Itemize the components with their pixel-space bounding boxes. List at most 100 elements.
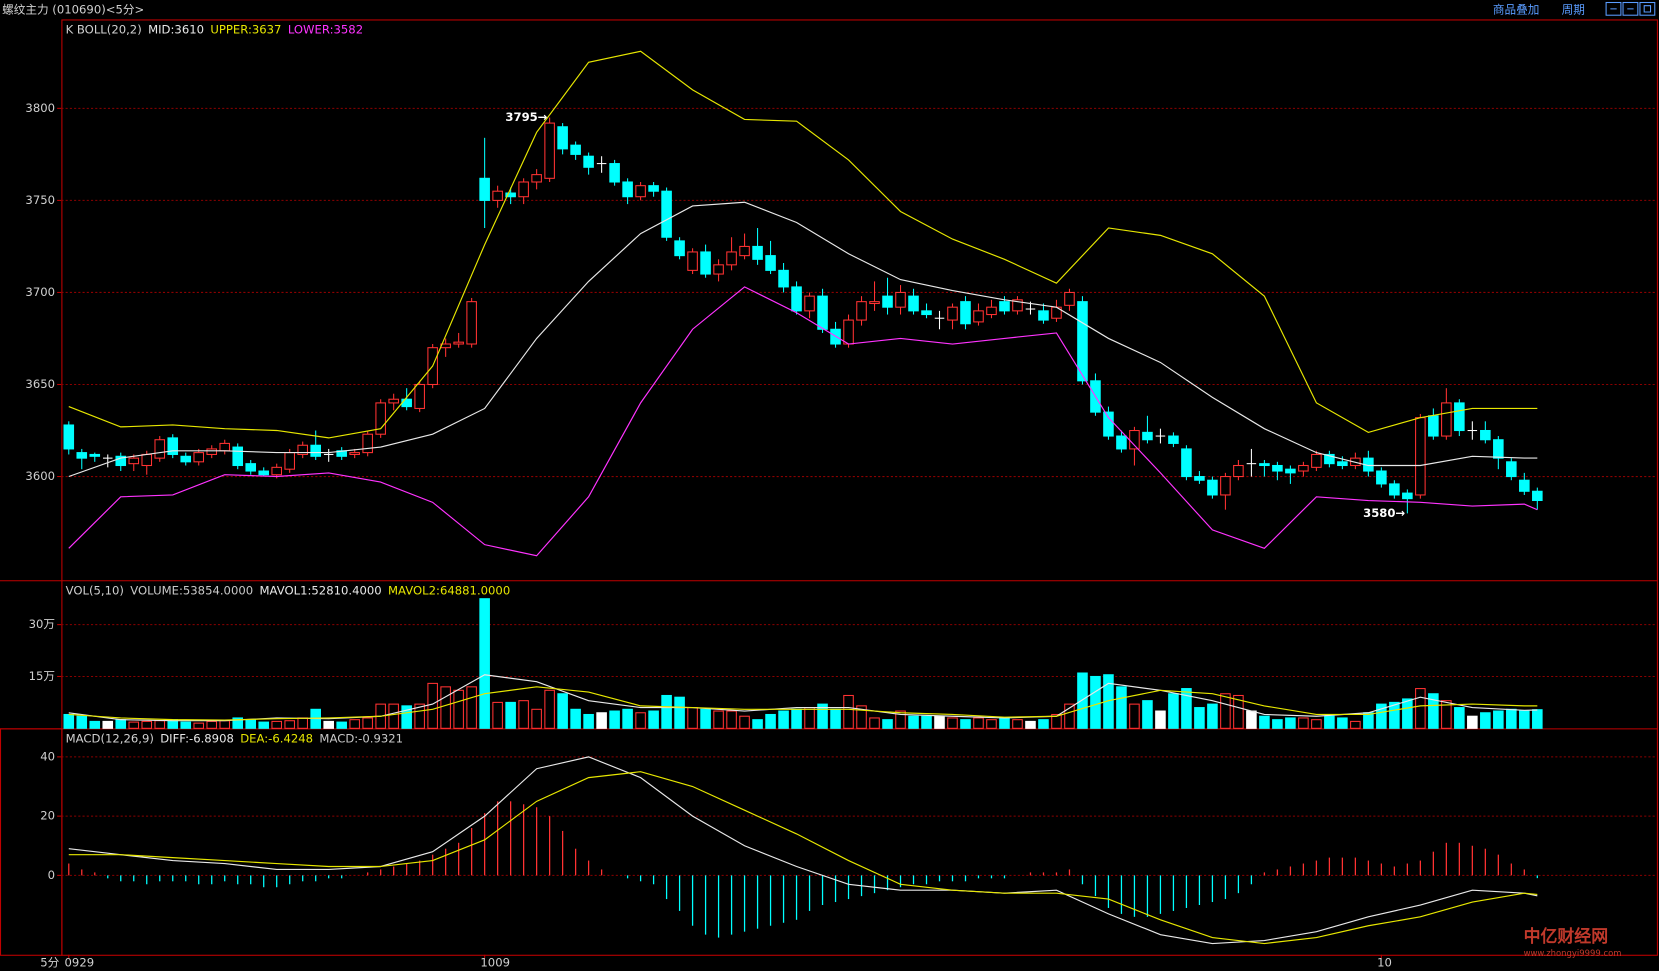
overlay-button[interactable]: 商品叠加 — [1493, 2, 1540, 16]
candle-body — [557, 126, 568, 150]
volume-bar — [713, 710, 724, 729]
candle-body — [180, 455, 192, 463]
candle-body — [1324, 453, 1335, 465]
candle-body — [284, 452, 295, 470]
candle-body — [947, 306, 958, 321]
candle-body — [115, 455, 127, 467]
volume-bar — [1259, 715, 1270, 729]
period-button[interactable]: 周期 — [1562, 2, 1585, 16]
candle-body — [1493, 439, 1504, 459]
volume-bar — [453, 689, 464, 729]
volume-bar — [804, 707, 815, 729]
candle-body — [1012, 299, 1023, 312]
volume-bar — [791, 708, 802, 729]
volume-bar — [1103, 674, 1114, 729]
volume-bar — [1077, 672, 1088, 729]
volume-bar — [765, 713, 776, 729]
volume-bar — [1272, 719, 1283, 729]
y-tick-label: 15万 — [29, 669, 55, 683]
candle-body — [1038, 310, 1049, 321]
candle-body — [1376, 470, 1387, 485]
candle-body — [219, 442, 231, 452]
volume-bar — [193, 722, 205, 729]
y-tick-label: 30万 — [29, 617, 55, 631]
candle-body — [1311, 453, 1322, 468]
volume-bar — [1454, 707, 1465, 729]
candle-body — [76, 452, 88, 459]
volume-bar — [557, 693, 568, 729]
candle-body — [1480, 429, 1491, 441]
window-title: 螺纹主力 (010690)<5分> — [2, 2, 144, 16]
candle-body — [1220, 476, 1231, 496]
candle-body — [687, 251, 698, 271]
candle-body — [297, 444, 308, 455]
candle-body — [999, 301, 1010, 312]
control-button[interactable] — [1605, 1, 1622, 16]
price-annotation: 3795→ — [505, 110, 547, 124]
candle-body — [674, 240, 685, 257]
candle-body — [1454, 402, 1465, 432]
candle-body — [245, 463, 257, 472]
volume-bar — [1116, 686, 1127, 729]
volume-bar — [245, 719, 257, 729]
candle-body — [518, 181, 529, 198]
control-button[interactable] — [1622, 1, 1639, 16]
candle-body — [908, 295, 919, 312]
volume-bar — [1168, 693, 1179, 729]
indicator-line — [68, 756, 1538, 945]
candle-body — [1077, 301, 1088, 382]
volume-bar — [362, 717, 373, 729]
control-icon — [1610, 5, 1652, 13]
candle-body — [1116, 435, 1127, 450]
volume-bar — [752, 719, 763, 729]
volume-bar — [544, 689, 555, 729]
volume-bar — [284, 720, 295, 729]
candle-body — [1402, 492, 1413, 500]
candle-body — [479, 177, 490, 201]
candle-body — [583, 155, 594, 168]
volume-bar — [115, 719, 127, 729]
x-tick-label: 10 — [1377, 956, 1392, 970]
volume-bar — [1337, 717, 1348, 729]
volume-bar — [1285, 717, 1296, 729]
volume-bar — [648, 710, 659, 729]
y-tick-label: 3750 — [25, 193, 55, 207]
legend-label: UPPER:3637 — [210, 23, 281, 37]
candle-body — [700, 251, 711, 275]
indicator-line — [68, 50, 1538, 439]
legend-label: MACD:-0.9321 — [319, 731, 403, 745]
volume-bar — [1376, 703, 1387, 729]
volume-bar — [908, 715, 919, 729]
candle-body — [1428, 415, 1439, 437]
volume-bar — [1051, 713, 1062, 729]
y-tick-label: 0 — [48, 868, 55, 882]
candle-body — [388, 398, 399, 404]
candle-body — [1272, 464, 1283, 472]
indicator-line — [68, 201, 1538, 478]
candle-body — [1181, 448, 1192, 478]
candle-body — [986, 306, 997, 316]
volume-bar — [154, 720, 166, 729]
legend-label: MAVOL1:52810.4000 — [259, 583, 381, 597]
legend-label: LOWER:3582 — [288, 23, 363, 37]
volume-bar — [843, 694, 854, 729]
candle-body — [1103, 411, 1114, 437]
volume-bar — [830, 708, 841, 729]
candle-body — [310, 444, 321, 457]
candle-body — [531, 174, 542, 183]
volume-bar — [1324, 715, 1335, 729]
candle-body — [804, 295, 815, 312]
volume-bar — [1389, 701, 1400, 729]
control-button[interactable] — [1639, 1, 1656, 16]
x-tick-label: 1009 — [480, 956, 510, 970]
volume-bar — [1246, 710, 1257, 729]
candle-body — [739, 245, 750, 257]
volume-bar — [1532, 709, 1543, 729]
volume-bar — [1480, 712, 1491, 729]
volume-bar — [1415, 688, 1426, 729]
volume-bar — [1064, 703, 1075, 729]
volume-bar — [1506, 708, 1517, 729]
candle-body — [466, 301, 477, 345]
volume-bar — [700, 708, 711, 729]
volume-bar — [596, 712, 607, 729]
